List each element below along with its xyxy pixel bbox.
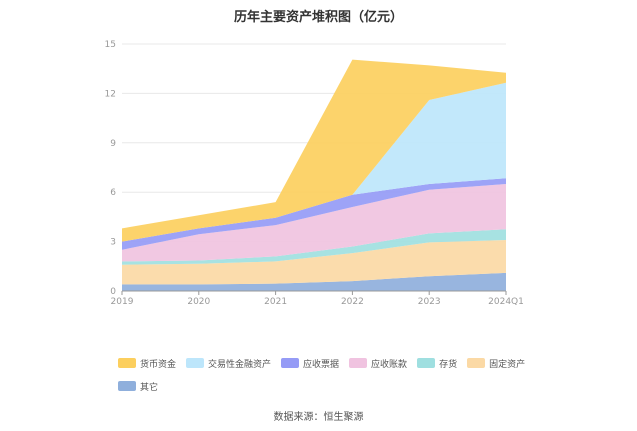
legend-item[interactable]: 固定资产 — [467, 356, 525, 370]
area-series-应收票据 — [122, 178, 506, 250]
x-tick-label: 2019 — [111, 297, 134, 307]
legend-label: 应收票据 — [303, 359, 340, 370]
legend-swatch — [186, 358, 205, 368]
legend-label: 其它 — [140, 382, 159, 393]
x-tick-label: 2022 — [341, 297, 364, 307]
chart-title: 历年主要资产堆积图（亿元） — [233, 10, 403, 25]
source-note: 数据来源：恒生聚源 — [273, 412, 364, 423]
legend: 货币资金 交易性金融资产 应收票据 应收账款 存货 固定资产其它 — [118, 353, 538, 399]
y-tick-label: 0 — [110, 287, 116, 297]
legend-label: 固定资产 — [489, 359, 526, 370]
area-series-固定资产 — [122, 240, 506, 285]
legend-swatch — [467, 358, 486, 368]
y-tick-label: 12 — [105, 89, 116, 99]
legend-swatch — [118, 358, 136, 368]
area-series-交易性金融资产 — [122, 82, 506, 242]
y-tick-label: 9 — [110, 139, 116, 149]
x-tick-label: 2023 — [418, 297, 441, 307]
area-series-应收账款 — [122, 184, 506, 262]
legend-item[interactable]: 货币资金 — [118, 356, 176, 370]
axis-layer: 0 3 6 9 12 15 2019 2020 2021 2022 2023 2024Q1 — [105, 40, 524, 307]
legend-label: 交易性金融资产 — [208, 359, 272, 370]
x-tick-label: 2020 — [187, 297, 210, 307]
area-series-其它 — [122, 272, 506, 291]
legend-label: 存货 — [439, 359, 458, 370]
x-tick-label: 2024Q1 — [488, 297, 524, 307]
legend-item[interactable]: 其它 — [118, 379, 158, 393]
y-tick-label: 6 — [110, 188, 116, 198]
legend-item[interactable]: 交易性金融资产 — [186, 356, 271, 370]
area-series-货币资金 — [122, 59, 506, 242]
y-tick-label: 3 — [110, 238, 116, 248]
y-tick-label: 15 — [105, 40, 116, 50]
legend-item[interactable]: 应收票据 — [281, 356, 339, 370]
legend-label: 货币资金 — [140, 359, 177, 370]
stacked-area-chart: 0 3 6 9 12 15 2019 2020 2021 2022 2023 2024Q1 — [105, 40, 524, 307]
legend-item[interactable]: 存货 — [417, 356, 457, 370]
x-tick-label: 2021 — [264, 297, 287, 307]
area-layer — [122, 59, 506, 291]
area-series-存货 — [122, 229, 506, 265]
legend-swatch — [417, 358, 436, 368]
legend-swatch — [349, 358, 368, 368]
legend-swatch — [118, 381, 136, 391]
legend-swatch — [281, 358, 300, 368]
legend-label: 应收账款 — [371, 359, 408, 370]
legend-item[interactable]: 应收账款 — [349, 356, 407, 370]
